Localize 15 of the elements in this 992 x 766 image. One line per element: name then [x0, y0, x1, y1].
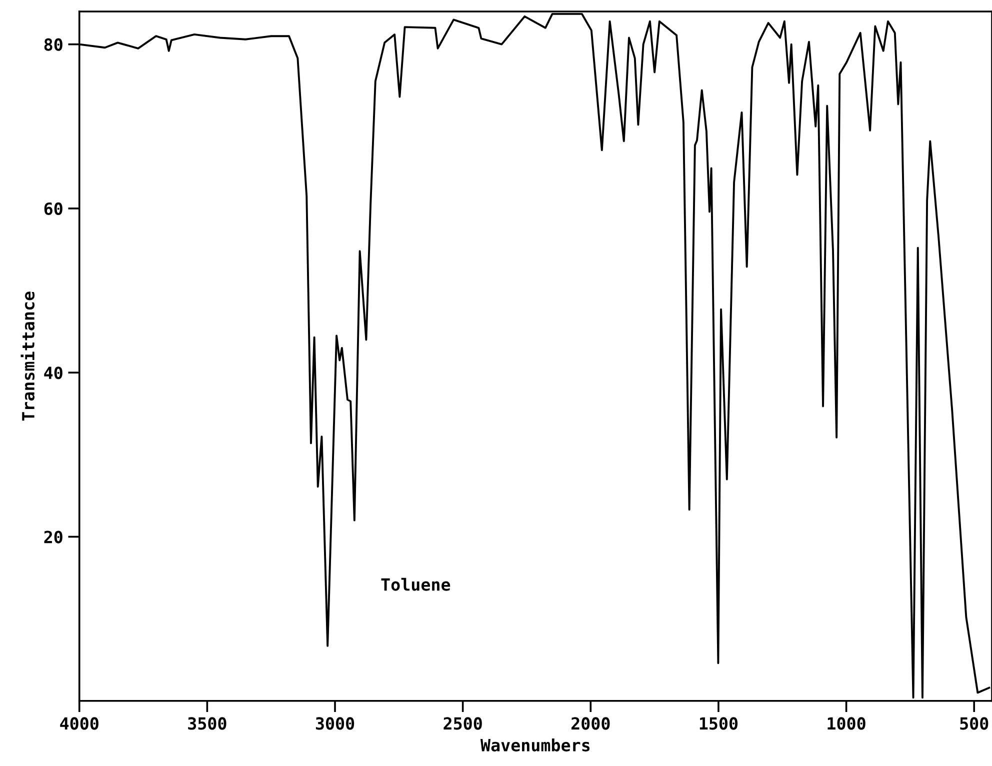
x-tick-label: 4000: [60, 717, 98, 730]
x-tick-label: 2000: [572, 717, 610, 730]
y-tick-label: 20: [44, 530, 62, 544]
y-tick-label: 60: [44, 202, 62, 216]
x-tick-label: 3500: [188, 717, 226, 730]
x-tick-label: 500: [960, 717, 988, 730]
x-tick-label: 1000: [828, 717, 866, 730]
x-tick-label: 1500: [700, 717, 738, 730]
x-axis-title: Wavenumbers: [480, 738, 590, 752]
y-tick-label: 40: [44, 366, 62, 380]
x-tick-label: 2500: [444, 717, 482, 730]
y-axis-title: Transmittance: [20, 292, 35, 421]
x-tick-label: 3000: [316, 717, 354, 730]
annotation: Toluene: [381, 578, 450, 591]
y-tick-label: 80: [44, 38, 62, 51]
